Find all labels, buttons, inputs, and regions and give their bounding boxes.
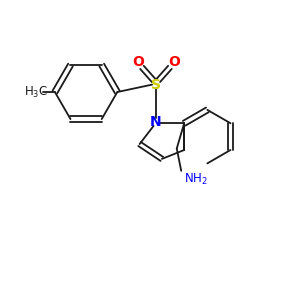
Text: N: N [150,115,162,129]
Text: O: O [132,55,144,69]
Text: NH$_2$: NH$_2$ [184,172,208,188]
Text: S: S [151,78,161,92]
Text: O: O [168,55,180,69]
Text: H$_3$C: H$_3$C [24,85,48,100]
